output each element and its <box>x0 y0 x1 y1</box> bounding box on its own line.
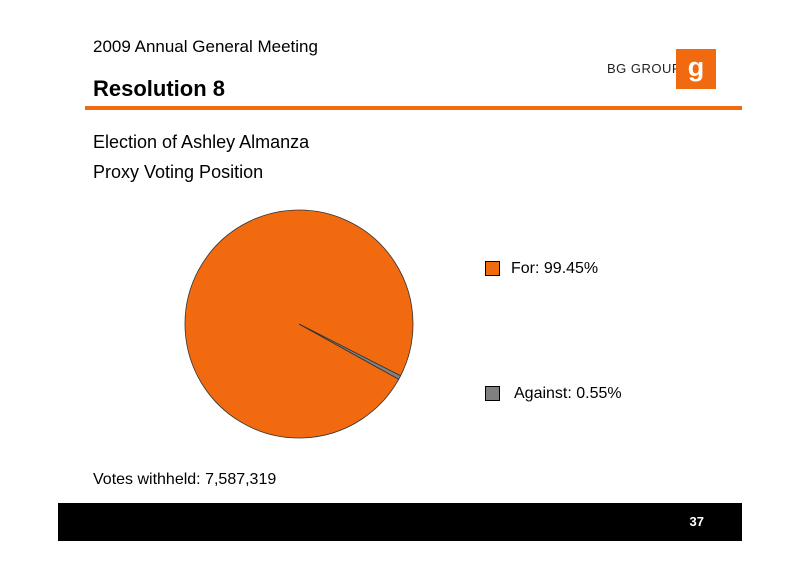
resolution-subject: Election of Ashley Almanza <box>93 132 310 152</box>
proxy-voting-pie-chart <box>184 209 414 439</box>
logo-text: BG GROUP <box>607 61 682 76</box>
resolution-title: Resolution 8 <box>93 76 226 101</box>
bg-group-logo: BG GROUP g <box>604 49 722 89</box>
header-divider <box>85 106 742 110</box>
meeting-title: 2009 Annual General Meeting <box>93 37 318 56</box>
chart-title: Proxy Voting Position <box>93 162 264 182</box>
legend-swatch-against <box>485 386 500 401</box>
legend-label-against: Against: 0.55% <box>514 385 622 402</box>
page-number: 37 <box>689 514 704 529</box>
votes-withheld: Votes withheld: 7,587,319 <box>93 471 277 488</box>
bg-logo-mark-icon: g <box>676 49 716 89</box>
legend-swatch-for <box>485 261 500 276</box>
footer-bar: 37 <box>58 503 742 541</box>
pie-slice-against <box>298 323 402 380</box>
legend-label-for: For: 99.45% <box>511 260 599 277</box>
logo-mark-glyph: g <box>688 52 705 82</box>
